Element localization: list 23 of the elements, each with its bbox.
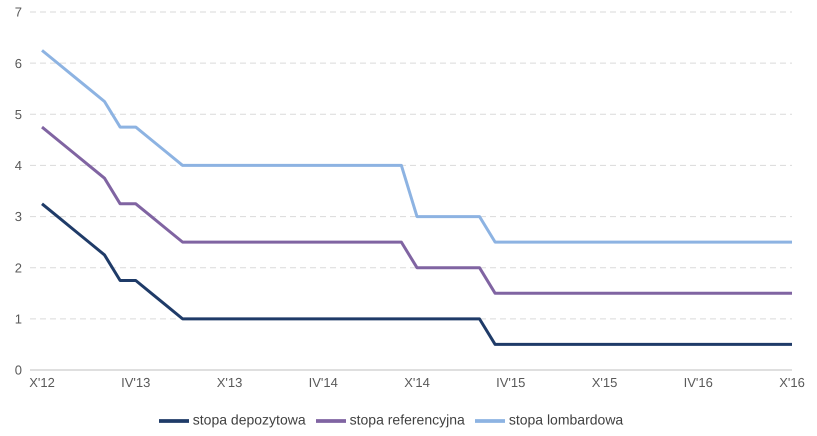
x-tick-label: IV'14 (308, 375, 338, 390)
x-tick-label: IV'16 (684, 375, 713, 390)
x-tick-label: X'16 (779, 375, 805, 390)
y-tick-label: 0 (14, 362, 22, 378)
y-tick-label: 3 (14, 209, 22, 224)
line-series (40, 48, 794, 244)
y-tick-label: 1 (14, 311, 22, 326)
x-tick-label: IV'15 (496, 375, 526, 390)
y-tick-label: 2 (14, 260, 22, 276)
legend-label: stopa lombardowa (508, 412, 624, 428)
x-tick-label: X'12 (29, 375, 55, 390)
legend-label: stopa referencyjna (350, 412, 465, 428)
legend-label: stopa depozytowa (192, 412, 306, 428)
line-series (40, 126, 794, 295)
y-tick-label: 7 (14, 4, 22, 20)
y-tick-label: 5 (14, 106, 22, 122)
x-tick-label: X'14 (404, 375, 430, 390)
y-tick-label: 6 (14, 56, 22, 71)
x-tick-label: X'13 (216, 375, 242, 390)
line-series (40, 202, 794, 346)
x-tick-label: X'15 (592, 375, 618, 390)
x-tick-label: IV'13 (121, 375, 150, 390)
y-tick-label: 4 (14, 158, 22, 174)
